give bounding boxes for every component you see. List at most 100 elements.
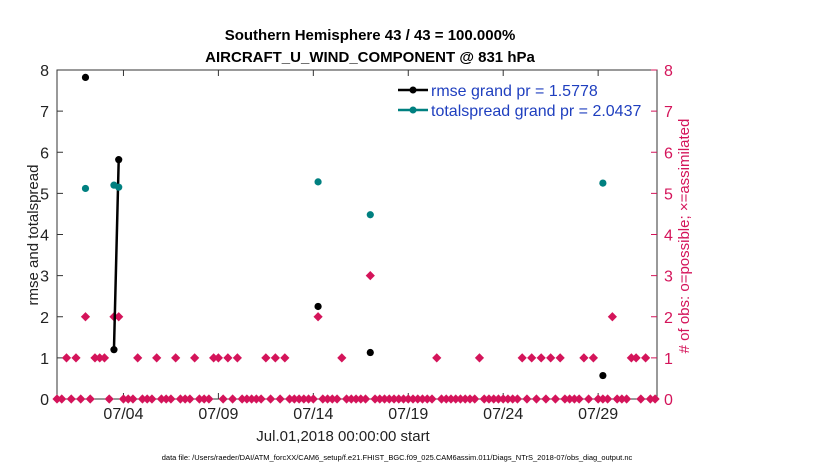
obs-count-point (194, 394, 205, 404)
obs-count-point (114, 312, 124, 322)
obs-count-point (645, 394, 655, 404)
obs-count-point (432, 353, 442, 363)
obs-count-point (223, 353, 233, 363)
obs-count-point (351, 394, 361, 404)
obs-count-point (413, 394, 423, 404)
obs-count-point (90, 353, 100, 363)
obs-count-point (118, 394, 129, 404)
obs-count-point (52, 394, 62, 404)
rmse-point (115, 156, 123, 164)
x-tick-label: 07/09 (198, 406, 238, 423)
x-tick-label: 07/14 (293, 406, 333, 423)
y-tick-label: 6 (40, 145, 49, 162)
legend: rmse grand pr = 1.5778 totalspread grand… (398, 83, 641, 120)
obs-count-point (455, 394, 466, 404)
y-tick-label: 2 (40, 310, 49, 327)
obs-count-point (365, 271, 375, 281)
chart-title-line2: AIRCRAFT_U_WIND_COMPONENT @ 831 hPa (205, 49, 535, 66)
obs-count-point (303, 394, 314, 404)
obs-count-point (384, 394, 394, 404)
obs-count-point (474, 353, 485, 363)
obs-count-point (579, 353, 589, 363)
y-right-tick-label: 8 (664, 63, 673, 80)
y-axis-left: 0 1 2 3 4 5 6 7 8 (40, 63, 63, 409)
obs-count-point (313, 312, 323, 322)
obs-count-point (550, 394, 561, 404)
obs-count-point (161, 394, 171, 404)
obs-count-point (137, 394, 148, 404)
y-axis-right: 0 1 2 3 4 5 6 7 8 (651, 63, 673, 409)
obs-count-point (142, 394, 152, 404)
obs-count-point (261, 353, 271, 363)
rmse-point (314, 302, 322, 311)
legend-spread-label: totalspread grand pr = 2.0437 (431, 103, 641, 120)
obs-count-point (209, 353, 219, 363)
obs-count-point (417, 394, 428, 404)
obs-count-point (446, 394, 456, 404)
obs-count-point (598, 394, 608, 404)
obs-count-point (156, 394, 167, 404)
obs-count-point (389, 394, 399, 404)
obs-count-point (237, 394, 247, 404)
y-right-tick-label: 4 (664, 228, 673, 245)
obs-count-point (80, 312, 91, 322)
y-tick-label: 5 (40, 186, 49, 203)
x-tick-label: 07/24 (483, 406, 523, 423)
x-tick-label: 07/19 (388, 406, 428, 423)
obs-count-point (436, 394, 447, 404)
obs-count-point (247, 394, 257, 404)
obs-count-point (603, 394, 613, 404)
y-right-tick-label: 1 (664, 351, 673, 368)
obs-count-point (565, 394, 575, 404)
y-right-tick-label: 6 (664, 145, 673, 162)
obs-count-point (128, 394, 138, 404)
obs-count-point (341, 394, 352, 404)
obs-count-point (607, 312, 617, 322)
y-tick-label: 8 (40, 63, 49, 80)
obs-count-point (522, 394, 532, 404)
obs-count-point (398, 394, 409, 404)
obs-count-point (650, 394, 660, 404)
obs-count-point (185, 394, 195, 404)
obs-count-point (422, 394, 432, 404)
obs-count-point (228, 394, 238, 404)
obs-count-point (498, 394, 508, 404)
obs-count-point (147, 394, 157, 404)
y-right-tick-label: 7 (664, 104, 673, 121)
y-axis-label: rmse and totalspread (25, 165, 42, 306)
obs-count-point (484, 394, 494, 404)
obs-count-point (479, 394, 489, 404)
obs-count-point (574, 394, 584, 404)
obs-count-point (588, 353, 598, 363)
obs-count-point (360, 394, 371, 404)
obs-count-point (346, 394, 356, 404)
obs-count-point (517, 353, 527, 363)
obs-count-point (242, 394, 252, 404)
obs-count-point (322, 394, 333, 404)
obs-count-point (213, 353, 223, 363)
obs-count-point (95, 353, 105, 363)
obs-count-point (104, 394, 114, 404)
obs-count-point (427, 394, 437, 404)
y-tick-label: 3 (40, 269, 49, 286)
obs-count-point (375, 394, 385, 404)
obs-count-point (270, 353, 280, 363)
obs-count-point (536, 353, 546, 363)
obs-count-point (294, 394, 304, 404)
totalspread-point (81, 184, 90, 193)
obs-count-point (152, 353, 162, 363)
obs-count-point (394, 394, 404, 404)
legend-rmse-marker (409, 86, 417, 94)
obs-count-point (218, 394, 228, 404)
totalspread-point (115, 183, 123, 191)
obs-count-point (204, 394, 214, 404)
obs-count-series (52, 271, 660, 404)
rmse-point (599, 371, 607, 380)
obs-count-point (99, 353, 110, 363)
obs-count-point (470, 394, 480, 404)
y-tick-label: 4 (40, 228, 49, 245)
x-axis: 07/04 07/09 07/14 07/19 07/24 07/29 (103, 70, 618, 423)
obs-count-point (284, 394, 295, 404)
obs-count-point (460, 394, 470, 404)
